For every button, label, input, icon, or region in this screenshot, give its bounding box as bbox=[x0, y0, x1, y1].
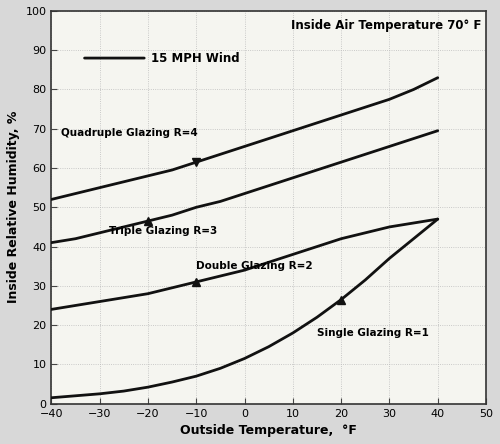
Text: Single Glazing R=1: Single Glazing R=1 bbox=[317, 328, 429, 338]
Text: Quadruple Glazing R=4: Quadruple Glazing R=4 bbox=[61, 128, 198, 138]
Y-axis label: Inside Relative Humidity, %: Inside Relative Humidity, % bbox=[7, 111, 20, 304]
Text: 15 MPH Wind: 15 MPH Wind bbox=[152, 52, 240, 64]
Text: Triple Glazing R=3: Triple Glazing R=3 bbox=[110, 226, 218, 236]
X-axis label: Outside Temperature,  °F: Outside Temperature, °F bbox=[180, 424, 357, 437]
Text: Double Glazing R=2: Double Glazing R=2 bbox=[196, 261, 313, 271]
Text: Inside Air Temperature 70° F: Inside Air Temperature 70° F bbox=[292, 19, 482, 32]
